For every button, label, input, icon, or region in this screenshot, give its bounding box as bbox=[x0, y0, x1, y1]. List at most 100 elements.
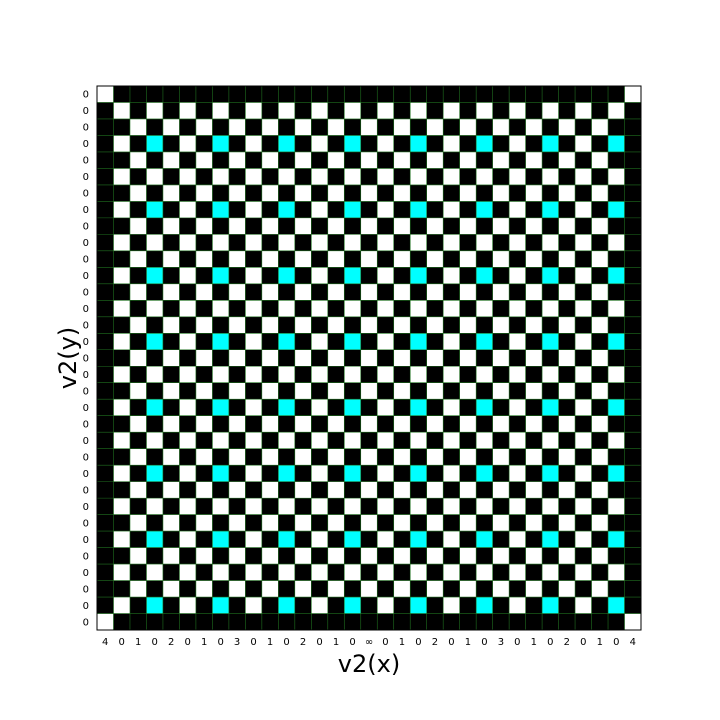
heatmap-cell bbox=[493, 333, 510, 350]
heatmap-cell bbox=[344, 350, 361, 367]
heatmap-cell bbox=[113, 218, 130, 235]
heatmap-cell bbox=[410, 86, 427, 103]
heatmap-cell bbox=[229, 218, 246, 235]
heatmap-cell bbox=[229, 432, 246, 449]
heatmap-cell bbox=[295, 267, 312, 284]
heatmap-cell bbox=[229, 185, 246, 202]
heatmap-cell bbox=[179, 119, 196, 136]
heatmap-cell bbox=[245, 300, 262, 317]
heatmap-cell bbox=[575, 581, 592, 598]
heatmap-cell bbox=[476, 300, 493, 317]
heatmap-cell bbox=[179, 102, 196, 119]
heatmap-cell bbox=[476, 366, 493, 383]
heatmap-cell bbox=[196, 597, 213, 614]
heatmap-cell bbox=[394, 482, 411, 499]
heatmap-cell bbox=[361, 482, 378, 499]
heatmap-cell bbox=[278, 564, 295, 581]
heatmap-cell bbox=[608, 350, 625, 367]
heatmap-cell bbox=[146, 531, 163, 548]
heatmap-cell bbox=[196, 581, 213, 598]
heatmap-cell bbox=[262, 201, 279, 218]
heatmap-cell bbox=[295, 152, 312, 169]
heatmap-cell bbox=[245, 465, 262, 482]
heatmap-cell bbox=[344, 399, 361, 416]
heatmap-cell bbox=[245, 267, 262, 284]
heatmap-cell bbox=[361, 119, 378, 136]
heatmap-cell bbox=[328, 86, 345, 103]
heatmap-cell bbox=[625, 251, 642, 268]
heatmap-cell bbox=[410, 465, 427, 482]
heatmap-cell bbox=[311, 399, 328, 416]
heatmap-cell bbox=[163, 168, 180, 185]
heatmap-cell bbox=[625, 465, 642, 482]
y-tick-label: 0 bbox=[83, 288, 89, 299]
heatmap-cell bbox=[592, 333, 609, 350]
heatmap-cell bbox=[427, 432, 444, 449]
heatmap-cell bbox=[311, 482, 328, 499]
heatmap-cell bbox=[493, 581, 510, 598]
heatmap-cell bbox=[196, 267, 213, 284]
heatmap-cell bbox=[229, 168, 246, 185]
heatmap-cell bbox=[212, 185, 229, 202]
heatmap-cell bbox=[559, 482, 576, 499]
heatmap-cell bbox=[476, 515, 493, 532]
heatmap-cell bbox=[97, 284, 114, 301]
heatmap-cell bbox=[229, 267, 246, 284]
y-tick-label: 0 bbox=[83, 386, 89, 397]
heatmap-cell bbox=[344, 515, 361, 532]
x-tick-label: 0 bbox=[448, 637, 454, 648]
heatmap-cell bbox=[229, 234, 246, 251]
x-tick-label: 1 bbox=[399, 637, 405, 648]
heatmap-cell bbox=[542, 234, 559, 251]
heatmap-cell bbox=[361, 564, 378, 581]
heatmap-cell bbox=[130, 581, 147, 598]
heatmap-cell bbox=[377, 581, 394, 598]
heatmap-cell bbox=[295, 251, 312, 268]
y-tick-label: 0 bbox=[83, 535, 89, 546]
heatmap-cell bbox=[559, 251, 576, 268]
heatmap-cell bbox=[113, 548, 130, 565]
heatmap-cell bbox=[295, 482, 312, 499]
heatmap-cell bbox=[625, 531, 642, 548]
heatmap-cell bbox=[608, 383, 625, 400]
heatmap-cell bbox=[212, 465, 229, 482]
heatmap-cell bbox=[262, 135, 279, 152]
heatmap-cell bbox=[493, 531, 510, 548]
heatmap-cell bbox=[311, 119, 328, 136]
heatmap-cell bbox=[278, 515, 295, 532]
heatmap-cell bbox=[344, 564, 361, 581]
heatmap-cell bbox=[592, 185, 609, 202]
x-tick-label: 2 bbox=[432, 637, 438, 648]
heatmap-cell bbox=[163, 152, 180, 169]
heatmap-cell bbox=[460, 399, 477, 416]
heatmap-cell bbox=[361, 432, 378, 449]
heatmap-cell bbox=[130, 350, 147, 367]
heatmap-cell bbox=[476, 581, 493, 598]
heatmap-cell bbox=[592, 399, 609, 416]
heatmap-cell bbox=[460, 119, 477, 136]
heatmap-cell bbox=[113, 251, 130, 268]
heatmap-cell bbox=[559, 333, 576, 350]
heatmap-cell bbox=[493, 86, 510, 103]
heatmap-cell bbox=[328, 366, 345, 383]
heatmap-cell bbox=[361, 581, 378, 598]
heatmap-cell bbox=[278, 597, 295, 614]
heatmap-cell bbox=[542, 614, 559, 631]
heatmap-cell bbox=[229, 135, 246, 152]
heatmap-cell bbox=[410, 597, 427, 614]
heatmap-cell bbox=[146, 267, 163, 284]
heatmap-cell bbox=[526, 284, 543, 301]
y-tick-label: 0 bbox=[83, 419, 89, 430]
heatmap-cell bbox=[262, 152, 279, 169]
heatmap-cell bbox=[146, 86, 163, 103]
heatmap-cell bbox=[130, 152, 147, 169]
heatmap-cell bbox=[212, 399, 229, 416]
heatmap-cell bbox=[608, 119, 625, 136]
heatmap-cell bbox=[163, 234, 180, 251]
heatmap-cell bbox=[476, 168, 493, 185]
heatmap-cell bbox=[493, 300, 510, 317]
heatmap-cell bbox=[278, 300, 295, 317]
heatmap-cell bbox=[97, 317, 114, 334]
x-tick-label: 2 bbox=[300, 637, 306, 648]
heatmap-cell bbox=[328, 201, 345, 218]
